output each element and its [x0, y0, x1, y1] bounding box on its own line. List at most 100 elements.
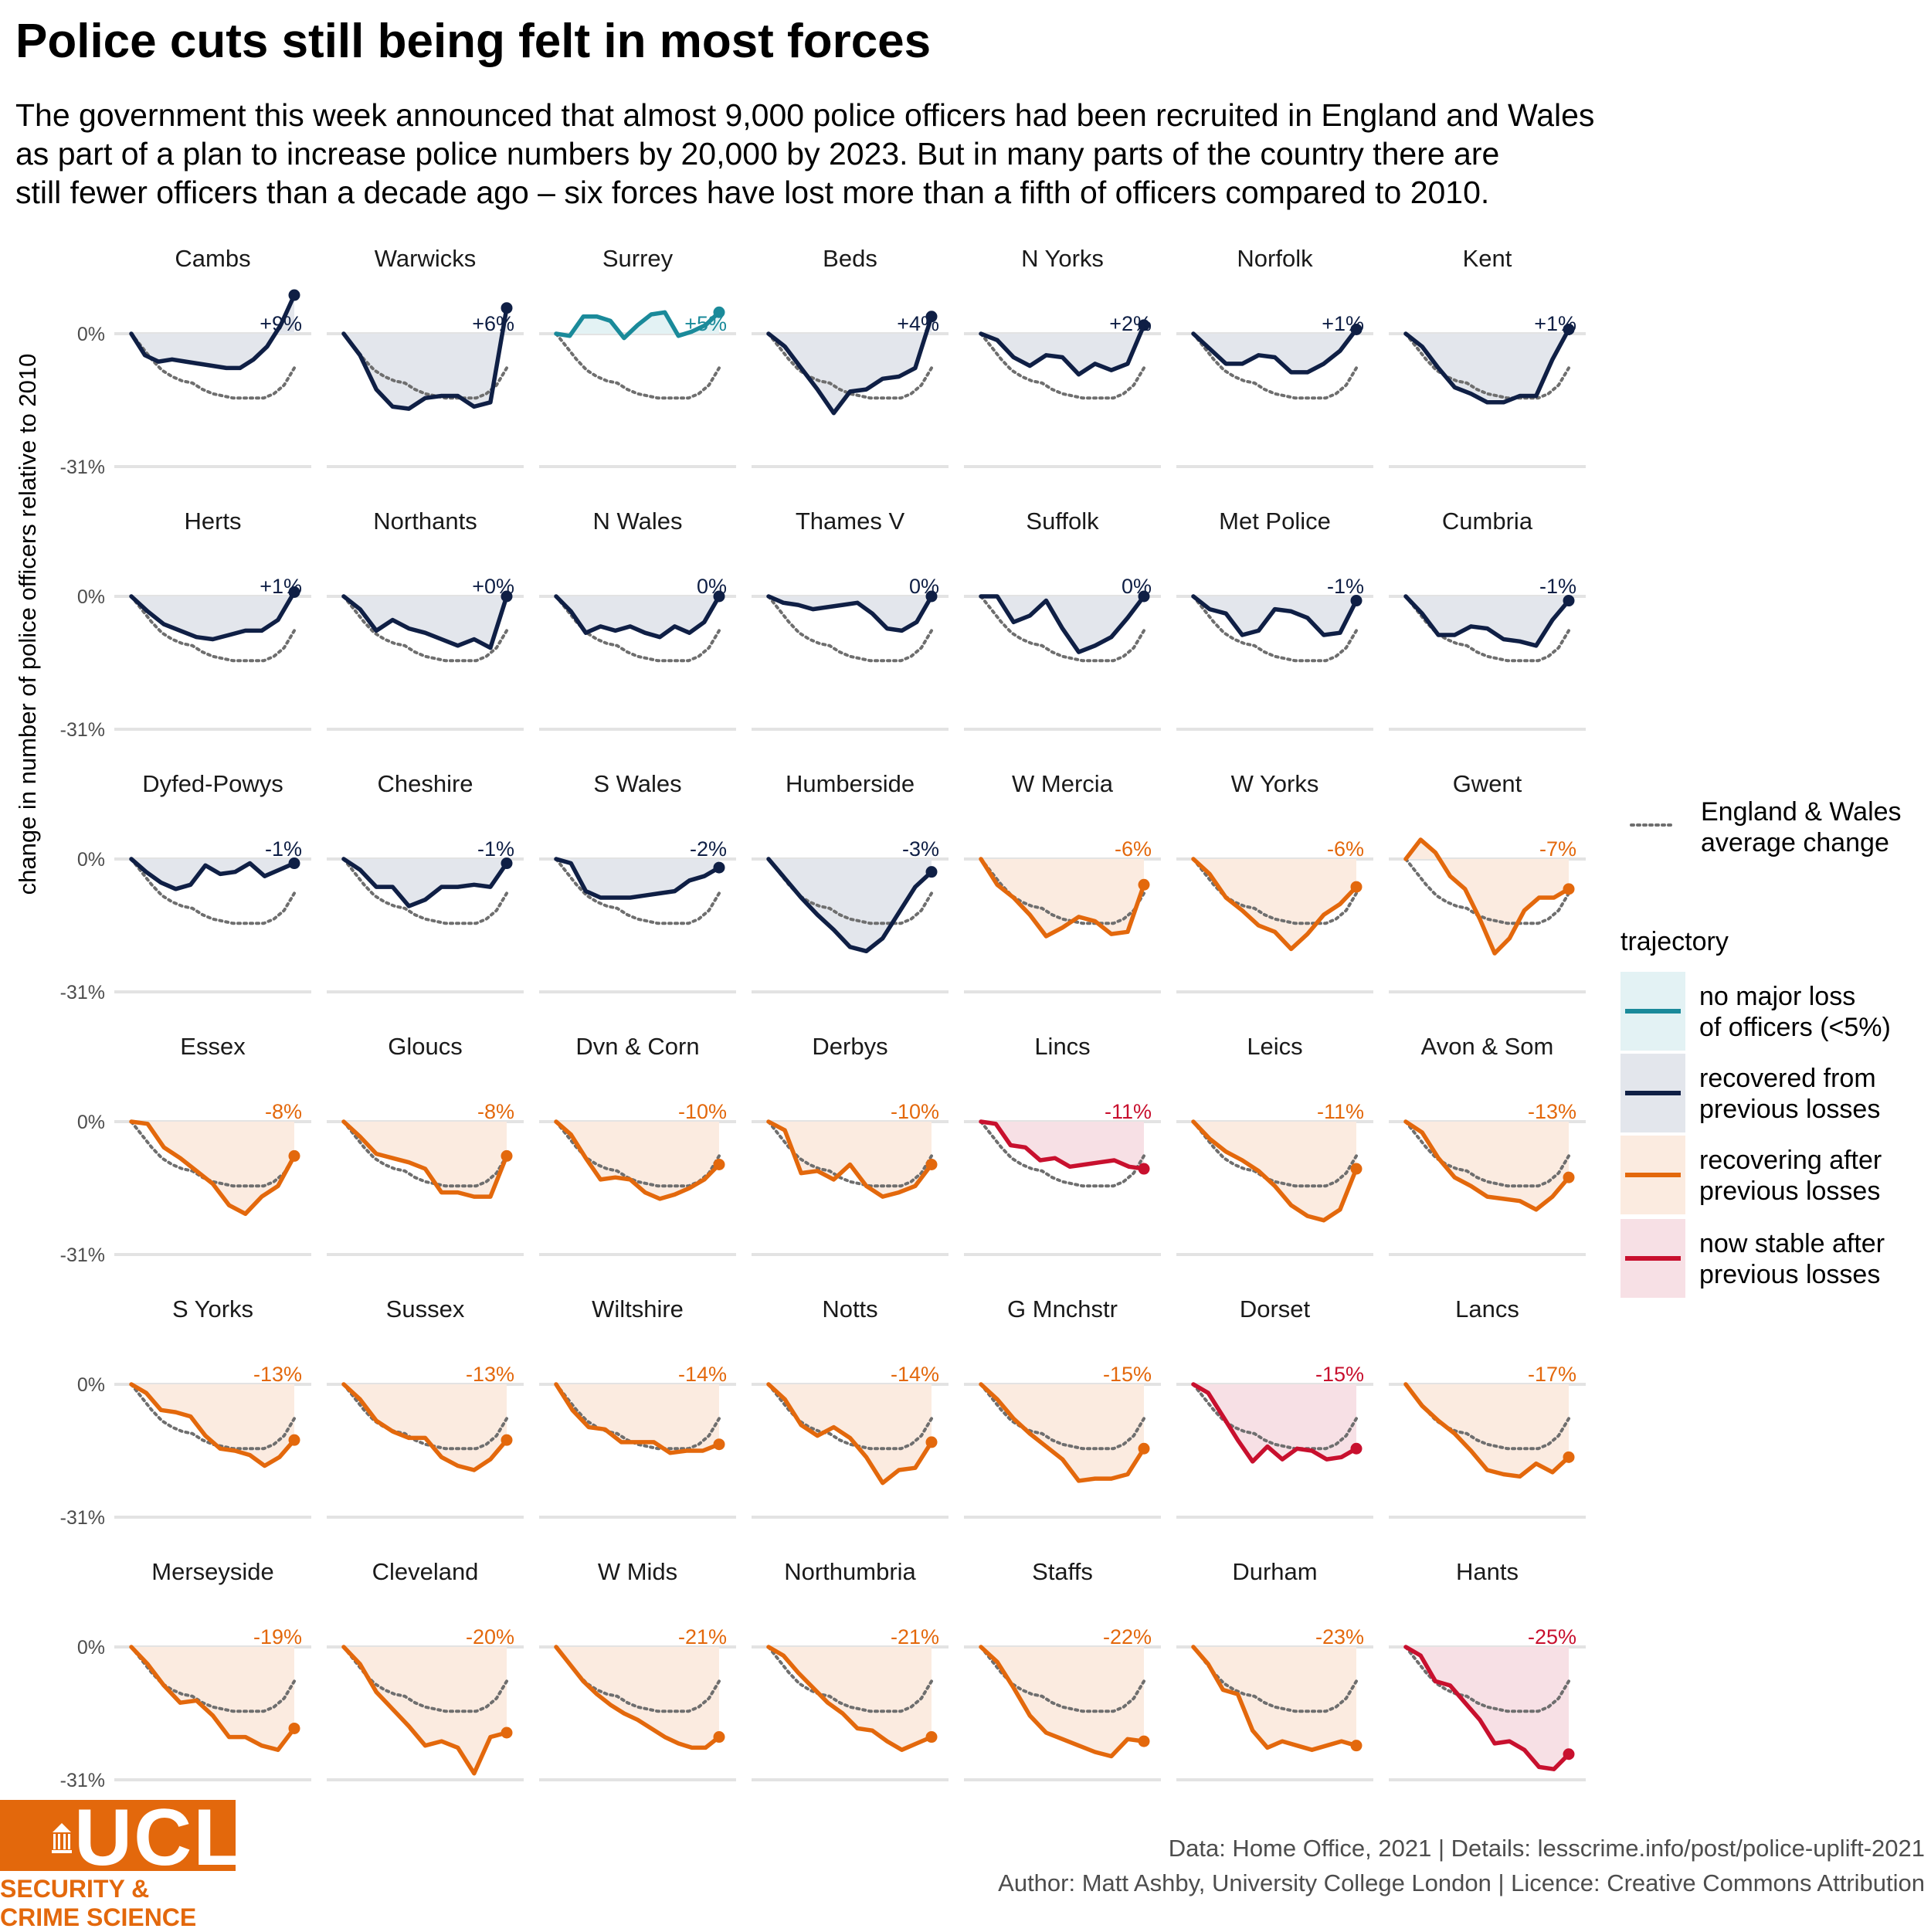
- source-caption: Data: Home Office, 2021 | Details: lessc…: [998, 1831, 1925, 1900]
- panel-leics: Leics -11%: [1176, 1033, 1373, 1257]
- series-line: [979, 1382, 1146, 1483]
- panel-title: Kent: [1463, 245, 1512, 272]
- y-tick-label: -31%: [60, 982, 105, 1003]
- y-axis-title: change in number of police officers rela…: [14, 354, 41, 895]
- series-area: [1193, 596, 1356, 635]
- panel-title: G Mnchstr: [1007, 1295, 1118, 1323]
- series-line: [554, 857, 721, 900]
- series-line: [554, 1645, 721, 1750]
- y-axis-group: change in number of police officers rela…: [14, 324, 105, 1791]
- legend-item-label: no major loss: [1699, 982, 1855, 1011]
- logo-text: SECURITY & CRIME SCIENCE: [0, 1875, 196, 1932]
- y-tick-label: 0%: [77, 849, 105, 871]
- end-point: [1563, 1171, 1575, 1183]
- panel-title: Lancs: [1455, 1295, 1519, 1323]
- end-point: [1563, 883, 1575, 895]
- panel-title: N Yorks: [1021, 245, 1104, 272]
- series-area: [769, 1122, 932, 1197]
- panel-cambs: Cambs +9%: [114, 245, 311, 469]
- panels-group: Cambs +9% Warwicks +6% Surrey +5% Beds +4% N Yor…: [114, 245, 1586, 1782]
- average-line: [1192, 595, 1358, 663]
- data-label: -15%: [1103, 1363, 1152, 1386]
- panel-title: Merseyside: [151, 1558, 274, 1585]
- panel-avon-som: Avon & Som -13%: [1389, 1033, 1586, 1257]
- data-label: -10%: [678, 1100, 727, 1123]
- series-area: [344, 1384, 507, 1470]
- end-point: [1563, 323, 1575, 335]
- average-line: [1404, 332, 1570, 400]
- series-line: [1403, 1382, 1571, 1479]
- series-line: [129, 1119, 297, 1217]
- panel-title: Warwicks: [375, 245, 476, 272]
- logo-wordmark: UCL: [74, 1793, 244, 1883]
- legend-item-label: previous losses: [1699, 1177, 1880, 1206]
- panel-essex: Essex -8%: [114, 1033, 311, 1257]
- series-area: [981, 859, 1144, 936]
- data-label: -11%: [1105, 1100, 1152, 1123]
- panel-title: Beds: [823, 245, 877, 272]
- panel-title: Suffolk: [1026, 508, 1099, 535]
- panel-cleveland: Cleveland -20%: [327, 1558, 524, 1782]
- panel-title: Norfolk: [1237, 245, 1313, 272]
- panel-gwent: Gwent -7%: [1389, 770, 1586, 994]
- panel-herts: Herts +1%: [114, 508, 311, 732]
- average-line: [1192, 1383, 1358, 1451]
- panel-g-mnchstr: G Mnchstr -15%: [964, 1295, 1161, 1519]
- data-label: 0%: [909, 575, 939, 598]
- series-line: [341, 1119, 509, 1199]
- series-area: [1406, 329, 1569, 402]
- panel-s-wales: S Wales -2%: [539, 770, 736, 994]
- data-label: -6%: [1115, 837, 1152, 861]
- data-label: -8%: [265, 1100, 302, 1123]
- legend-item-label: of officers (<5%): [1699, 1013, 1891, 1042]
- series-area: [1193, 859, 1356, 949]
- chart-subtitle: The government this week announced that …: [15, 96, 1854, 212]
- end-point: [1350, 595, 1363, 607]
- panel-northants: Northants +0%: [327, 508, 524, 732]
- panel-suffolk: Suffolk 0%: [964, 508, 1161, 732]
- series-line: [341, 857, 509, 908]
- panel-warwicks: Warwicks +6%: [327, 245, 524, 469]
- series-area: [981, 1384, 1144, 1481]
- data-label: -7%: [1539, 837, 1576, 861]
- series-area: [1193, 329, 1356, 372]
- portico-icon: [52, 1823, 72, 1853]
- panel-title: Notts: [822, 1295, 877, 1323]
- panel-title: Gwent: [1453, 770, 1522, 797]
- average-line: [979, 1383, 1145, 1451]
- end-point: [1563, 1451, 1575, 1463]
- data-label: +1%: [1322, 312, 1364, 335]
- legend-item-label: recovering after: [1699, 1146, 1882, 1175]
- average-line: [130, 332, 296, 400]
- average-line: [1192, 1645, 1358, 1713]
- series-area: [769, 316, 932, 413]
- panel-title: N Wales: [593, 508, 683, 535]
- legend-item-label: previous losses: [1699, 1095, 1880, 1124]
- panel-title: Wiltshire: [592, 1295, 684, 1323]
- series-area: [344, 859, 507, 906]
- y-tick-label: -31%: [60, 1770, 105, 1791]
- panel-title: Dvn & Corn: [575, 1033, 699, 1060]
- y-tick-label: 0%: [77, 324, 105, 345]
- average-line: [1192, 1120, 1358, 1188]
- end-point: [501, 1149, 513, 1162]
- series-line: [766, 594, 934, 633]
- subtitle-line: The government this week announced that …: [15, 97, 1595, 133]
- end-point: [1138, 1442, 1150, 1455]
- data-label: -21%: [678, 1625, 727, 1648]
- panel-title: Derbys: [812, 1033, 887, 1060]
- end-point: [925, 1159, 938, 1170]
- series-area: [131, 859, 294, 889]
- series-area: [556, 1647, 719, 1748]
- data-label: +0%: [472, 575, 514, 598]
- average-line: [342, 857, 508, 925]
- data-label: -15%: [1315, 1363, 1364, 1386]
- panel-title: Met Police: [1219, 508, 1331, 535]
- data-label: -1%: [1327, 575, 1364, 598]
- panel-title: Northants: [373, 508, 477, 535]
- end-point: [925, 590, 938, 603]
- panel-title: Cambs: [175, 245, 250, 272]
- end-point: [925, 311, 938, 323]
- panel-gloucs: Gloucs -8%: [327, 1033, 524, 1257]
